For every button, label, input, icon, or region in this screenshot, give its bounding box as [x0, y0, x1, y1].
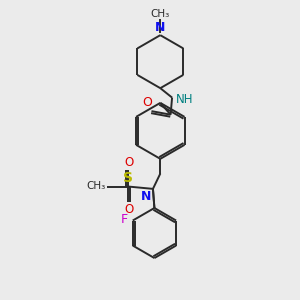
Text: O: O: [124, 203, 133, 216]
Text: N: N: [155, 21, 166, 34]
Text: F: F: [120, 212, 128, 226]
Text: CH₃: CH₃: [151, 9, 170, 19]
Text: S: S: [123, 171, 133, 185]
Text: NH: NH: [176, 93, 193, 106]
Text: O: O: [143, 96, 153, 109]
Text: O: O: [124, 156, 133, 169]
Text: CH₃: CH₃: [86, 181, 105, 191]
Text: N: N: [141, 190, 152, 203]
